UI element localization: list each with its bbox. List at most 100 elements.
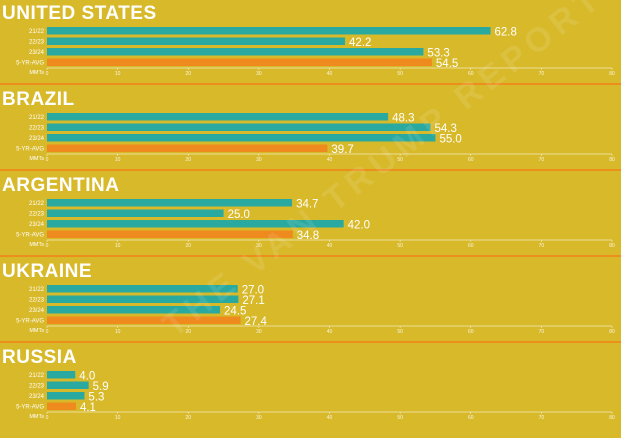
chart-panel: UKRAINE 21/22 27.0 22/23 27.1 23/24 24.5 5-YR-A… — [0, 261, 621, 343]
category-label: 5-YR-AVG — [16, 147, 44, 153]
data-label: 25.0 — [228, 209, 250, 221]
category-label: 22/23 — [29, 298, 45, 304]
category-label: 23/24 — [29, 50, 45, 56]
x-tick-label: 0 — [46, 415, 49, 421]
bar — [47, 199, 293, 207]
x-tick-label: 40 — [327, 329, 333, 335]
x-tick-label: 20 — [185, 329, 191, 335]
x-tick-label: 0 — [46, 157, 49, 163]
data-label: 27.0 — [242, 285, 264, 297]
category-label: 5-YR-AVG — [16, 319, 44, 325]
category-label: 5-YR-AVG — [16, 233, 44, 239]
x-tick-label: 70 — [539, 329, 545, 335]
bar — [47, 134, 436, 142]
category-label: 21/22 — [29, 115, 45, 121]
x-tick-label: 30 — [256, 243, 262, 249]
data-label: 54.3 — [434, 123, 456, 135]
x-tick-label: 60 — [468, 71, 474, 77]
x-tick-label: 40 — [327, 415, 333, 421]
data-label: 55.0 — [439, 134, 461, 146]
x-tick-label: 20 — [185, 71, 191, 77]
bar — [47, 220, 344, 228]
category-label: 5-YR-AVG — [16, 61, 44, 67]
bar — [47, 306, 221, 314]
x-tick-label: 40 — [327, 157, 333, 163]
x-tick-label: 70 — [539, 71, 545, 77]
data-label: 4.1 — [80, 402, 96, 414]
x-axis-label: MMTs — [29, 242, 44, 248]
data-label: 27.4 — [245, 316, 268, 328]
x-tick-label: 10 — [115, 157, 121, 163]
x-tick-label: 60 — [468, 243, 474, 249]
x-tick-label: 30 — [256, 71, 262, 77]
category-label: 23/24 — [29, 222, 45, 228]
chart-panel: ARGENTINA 21/22 34.7 22/23 25.0 23/24 42.0 5-YR… — [0, 175, 621, 257]
x-axis-label: MMTs — [29, 328, 44, 334]
data-label: 34.8 — [297, 230, 319, 242]
x-tick-label: 30 — [256, 157, 262, 163]
data-label: 42.0 — [348, 220, 370, 232]
bar — [47, 285, 238, 293]
chart-title: ARGENTINA — [2, 175, 119, 196]
x-tick-label: 60 — [468, 157, 474, 163]
bar — [47, 209, 224, 217]
category-label: 23/24 — [29, 136, 45, 142]
x-tick-label: 30 — [256, 415, 262, 421]
x-tick-label: 50 — [397, 415, 403, 421]
category-label: 21/22 — [29, 373, 45, 379]
x-tick-label: 10 — [115, 415, 121, 421]
data-label: 53.3 — [427, 48, 449, 60]
category-label: 21/22 — [29, 287, 45, 293]
bar — [47, 144, 328, 152]
x-tick-label: 50 — [397, 71, 403, 77]
x-tick-label: 50 — [397, 243, 403, 249]
x-tick-label: 60 — [468, 329, 474, 335]
chart-panel: RUSSIA 21/22 4.0 22/23 5.9 23/24 5.3 5-YR-AVG 4.… — [2, 347, 615, 421]
category-label: 23/24 — [29, 308, 45, 314]
x-axis-label: MMTs — [29, 156, 44, 162]
bar — [47, 371, 76, 379]
x-tick-label: 20 — [185, 415, 191, 421]
chart-title: RUSSIA — [2, 347, 77, 368]
x-axis-label: MMTs — [29, 414, 44, 420]
x-tick-label: 70 — [539, 157, 545, 163]
x-tick-label: 40 — [327, 243, 333, 249]
x-tick-label: 80 — [609, 71, 615, 77]
x-axis-label: MMTs — [29, 70, 44, 76]
bar — [47, 37, 346, 45]
chart-panel: BRAZIL 21/22 48.3 22/23 54.3 23/24 55.0 5-YR-AV… — [0, 89, 621, 171]
x-tick-label: 80 — [609, 329, 615, 335]
data-label: 54.5 — [436, 58, 458, 70]
x-tick-label: 70 — [539, 243, 545, 249]
data-label: 24.5 — [224, 306, 246, 318]
x-tick-label: 80 — [609, 243, 615, 249]
x-tick-label: 60 — [468, 415, 474, 421]
x-tick-label: 0 — [46, 243, 49, 249]
x-tick-label: 50 — [397, 329, 403, 335]
bar — [47, 392, 85, 400]
bar — [47, 295, 239, 303]
data-label: 42.2 — [349, 37, 371, 49]
x-tick-label: 10 — [115, 71, 121, 77]
chart-title: UNITED STATES — [2, 3, 157, 24]
chart-title: BRAZIL — [2, 89, 75, 110]
category-label: 22/23 — [29, 126, 45, 132]
data-label: 4.0 — [79, 371, 95, 383]
x-tick-label: 80 — [609, 415, 615, 421]
data-label: 5.3 — [88, 392, 104, 404]
bar — [47, 123, 431, 131]
bar — [47, 402, 76, 410]
x-tick-label: 40 — [327, 71, 333, 77]
x-tick-label: 10 — [115, 243, 121, 249]
x-tick-label: 20 — [185, 243, 191, 249]
data-label: 48.3 — [392, 113, 414, 125]
x-tick-label: 80 — [609, 157, 615, 163]
x-tick-label: 0 — [46, 329, 49, 335]
category-label: 21/22 — [29, 29, 45, 35]
x-tick-label: 70 — [539, 415, 545, 421]
bar — [47, 48, 424, 56]
category-label: 22/23 — [29, 384, 45, 390]
data-label: 27.1 — [242, 295, 264, 307]
x-tick-label: 10 — [115, 329, 121, 335]
category-label: 23/24 — [29, 394, 45, 400]
